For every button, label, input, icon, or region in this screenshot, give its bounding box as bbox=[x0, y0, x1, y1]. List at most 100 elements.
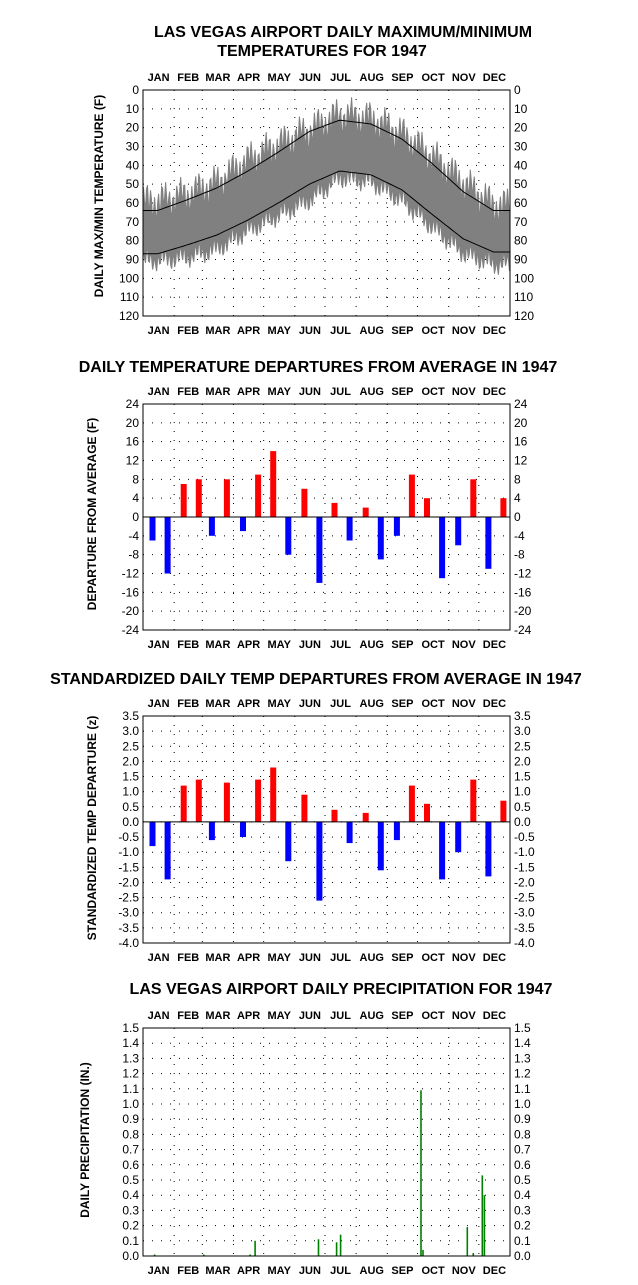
negative-departure-bar bbox=[285, 821, 292, 862]
y-tick-label-left: 0.1 bbox=[122, 1234, 139, 1248]
x-tick-label-top-apr: APR bbox=[237, 1010, 260, 1022]
negative-departure-bar bbox=[485, 821, 492, 877]
x-tick-label-nov: NOV bbox=[452, 325, 477, 337]
y-tick-label-right: 20 bbox=[514, 416, 528, 430]
negative-departure-bar bbox=[346, 517, 353, 541]
x-tick-label-dec: DEC bbox=[483, 1265, 506, 1277]
x-tick-label-aug: AUG bbox=[360, 325, 384, 337]
y-tick-label-left: 0.5 bbox=[122, 800, 139, 814]
y-tick-label-left: -3.5 bbox=[118, 921, 139, 935]
x-tick-label-sep: SEP bbox=[391, 952, 413, 964]
x-tick-label-top-nov: NOV bbox=[452, 386, 477, 398]
plot-frame bbox=[142, 715, 511, 944]
y-tick-label-left: 120 bbox=[119, 309, 139, 323]
precipitation-bar bbox=[153, 1254, 156, 1256]
negative-departure-bar bbox=[164, 821, 171, 880]
y-tick-label-left: 16 bbox=[126, 435, 140, 449]
y-tick-label-right: 20 bbox=[514, 121, 528, 135]
x-tick-label-jul: JUL bbox=[330, 952, 351, 964]
x-tick-label-top-apr: APR bbox=[237, 698, 260, 710]
y-tick-label-left: 12 bbox=[126, 454, 140, 468]
precipitation-bar bbox=[420, 1090, 422, 1256]
y-tick-label-right: 30 bbox=[514, 140, 528, 154]
y-tick-label-right: 1.0 bbox=[514, 785, 531, 799]
x-tick-label-top-jul: JUL bbox=[330, 72, 351, 84]
y-tick-label-right: 100 bbox=[514, 271, 534, 285]
page-title-line2: TEMPERATURES FOR 1947 bbox=[217, 43, 427, 60]
y-tick-label-left: -3.0 bbox=[118, 906, 139, 920]
x-tick-label-jun: JUN bbox=[299, 639, 321, 651]
x-tick-label-top-feb: FEB bbox=[177, 698, 199, 710]
x-tick-label-feb: FEB bbox=[177, 325, 199, 337]
x-tick-label-top-mar: MAR bbox=[205, 72, 230, 84]
y-tick-label-right: 4 bbox=[514, 491, 521, 505]
positive-departure-bar bbox=[470, 779, 477, 822]
x-tick-label-jan: JAN bbox=[148, 952, 170, 964]
y-tick-label-right: 0.0 bbox=[514, 815, 531, 829]
y-tick-label-right: 40 bbox=[514, 158, 528, 172]
y-tick-label-right: 1.5 bbox=[514, 1021, 531, 1035]
y-tick-label-left: 1.5 bbox=[122, 770, 139, 784]
negative-departure-bar bbox=[149, 517, 156, 541]
precipitation-bar bbox=[422, 1249, 424, 1256]
y-tick-label-left: 60 bbox=[126, 196, 140, 210]
precipitation-bar bbox=[339, 1234, 342, 1256]
y-axis-label: DAILY MAX/MIN TEMPERATURE (F) bbox=[92, 95, 106, 297]
y-tick-label-right: -2.5 bbox=[514, 891, 535, 905]
x-tick-label-top-nov: NOV bbox=[452, 72, 477, 84]
x-tick-label-top-jan: JAN bbox=[148, 72, 170, 84]
precipitation-title: LAS VEGAS AIRPORT DAILY PRECIPITATION FO… bbox=[130, 981, 553, 998]
y-tick-label-left: -20 bbox=[122, 604, 140, 618]
positive-departure-bar bbox=[424, 498, 430, 517]
x-tick-label-mar: MAR bbox=[205, 325, 230, 337]
departures-title: DAILY TEMPERATURE DEPARTURES FROM AVERAG… bbox=[79, 359, 558, 376]
negative-departure-bar bbox=[149, 821, 156, 847]
y-tick-label-right: -20 bbox=[514, 604, 532, 618]
x-tick-label-top-sep: SEP bbox=[391, 698, 413, 710]
y-tick-label-left: -2.0 bbox=[118, 875, 139, 889]
x-tick-label-may: MAY bbox=[268, 952, 292, 964]
y-tick-label-right: 0.5 bbox=[514, 800, 531, 814]
x-tick-label-top-nov: NOV bbox=[452, 1010, 477, 1022]
x-tick-label-jan: JAN bbox=[148, 1265, 170, 1277]
x-tick-label-top-oct: OCT bbox=[421, 1010, 445, 1022]
y-tick-label-left: 0.2 bbox=[122, 1219, 139, 1233]
x-tick-label-top-dec: DEC bbox=[483, 72, 506, 84]
y-tick-label-right: -8 bbox=[514, 548, 525, 562]
y-tick-label-right: 1.5 bbox=[514, 770, 531, 784]
y-tick-label-left: 3.5 bbox=[122, 709, 139, 723]
y-tick-label-left: 90 bbox=[126, 253, 140, 267]
y-tick-label-right: -3.5 bbox=[514, 921, 535, 935]
y-tick-label-right: -16 bbox=[514, 585, 532, 599]
plot-frame bbox=[142, 1027, 511, 1257]
x-tick-label-top-sep: SEP bbox=[391, 386, 413, 398]
y-tick-label-right: 2.5 bbox=[514, 739, 531, 753]
y-axis-label: DEPARTURE FROM AVERAGE (F) bbox=[85, 418, 99, 610]
y-tick-label-right: -4 bbox=[514, 529, 525, 543]
y-tick-label-right: 50 bbox=[514, 177, 528, 191]
x-tick-label-top-oct: OCT bbox=[421, 386, 445, 398]
x-tick-label-feb: FEB bbox=[177, 952, 199, 964]
y-tick-label-left: 8 bbox=[132, 472, 139, 486]
y-tick-label-left: -12 bbox=[122, 567, 140, 581]
negative-departure-bar bbox=[316, 821, 323, 901]
positive-departure-bar bbox=[500, 498, 507, 517]
y-tick-label-right: -24 bbox=[514, 623, 532, 637]
y-tick-label-left: 3.0 bbox=[122, 724, 139, 738]
y-axis-label: STANDARDIZED TEMP DEPARTURE (z) bbox=[85, 716, 99, 941]
x-tick-label-dec: DEC bbox=[483, 639, 506, 651]
y-tick-label-left: 1.4 bbox=[122, 1036, 139, 1050]
x-tick-label-oct: OCT bbox=[421, 639, 445, 651]
x-tick-label-top-may: MAY bbox=[268, 72, 292, 84]
y-tick-label-right: 90 bbox=[514, 253, 528, 267]
precipitation-bar bbox=[317, 1239, 320, 1256]
x-tick-label-top-aug: AUG bbox=[360, 698, 384, 710]
x-tick-label-sep: SEP bbox=[391, 1265, 413, 1277]
y-tick-label-left: 1.0 bbox=[122, 785, 139, 799]
y-tick-label-left: -4.0 bbox=[118, 936, 139, 950]
y-tick-label-right: 0.6 bbox=[514, 1158, 531, 1172]
x-tick-label-may: MAY bbox=[268, 325, 292, 337]
y-axis-label: DAILY PRECIPITATION (IN.) bbox=[78, 1062, 92, 1218]
x-tick-label-nov: NOV bbox=[452, 1265, 477, 1277]
y-tick-label-right: 80 bbox=[514, 234, 528, 248]
